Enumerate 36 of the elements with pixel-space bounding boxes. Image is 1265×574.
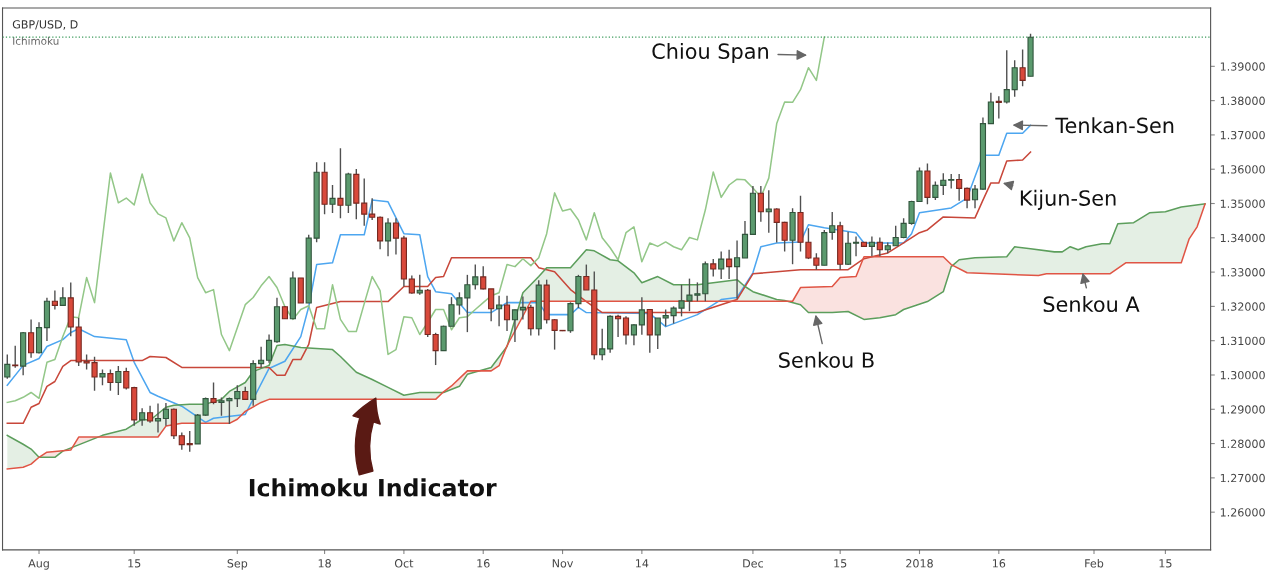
- annotation: Senkou B: [779, 351, 874, 368]
- y-tick-label: 1.35000: [1220, 199, 1265, 208]
- x-tick-label: Nov: [552, 559, 574, 568]
- y-tick-label: 1.31000: [1220, 336, 1265, 346]
- x-tick-label: 16: [992, 559, 1006, 568]
- x-tick-label: Oct: [394, 559, 414, 568]
- x-tick-label: 16: [477, 559, 490, 568]
- x-tick-label: 18: [318, 559, 331, 568]
- y-tick-label: 1.34000: [1220, 233, 1265, 243]
- y-tick-label: 1.26000: [1220, 508, 1265, 517]
- y-tick-label: 1.38000: [1220, 96, 1265, 106]
- y-tick-label: 1.37000: [1220, 130, 1265, 140]
- y-tick-label: 1.32000: [1220, 302, 1265, 311]
- annotation: Senkou A: [1043, 295, 1140, 313]
- x-tick-label: 15: [1159, 559, 1172, 568]
- y-tick-label: 1.30000: [1220, 370, 1265, 380]
- y-tick-label: 1.29000: [1220, 405, 1265, 414]
- x-tick-label: 15: [128, 559, 141, 568]
- y-tick-label: 1.28000: [1220, 439, 1265, 448]
- x-tick-label: 14: [636, 559, 649, 568]
- x-tick-label: 15: [834, 559, 847, 568]
- x-tick-label: Feb: [1085, 558, 1104, 568]
- y-tick-label: 1.33000: [1220, 268, 1265, 277]
- x-tick-label: Aug: [28, 559, 49, 570]
- y-tick-label: 1.39000: [1220, 62, 1265, 71]
- x-tick-label: Dec: [743, 559, 763, 568]
- y-tick-label: 1.36000: [1220, 165, 1265, 174]
- annotation: Tenkan-Sen: [1055, 117, 1174, 134]
- y-tick-label: 1.27000: [1220, 473, 1265, 483]
- text: Ichimoku: [13, 36, 59, 45]
- x-tick-label: 2018: [906, 559, 933, 568]
- x-tick-label: Sep: [227, 559, 248, 570]
- text: GBP/USD, D: [12, 20, 78, 30]
- annotation: Kijun-Sen: [1020, 189, 1116, 210]
- annotation: Chiou Span: [652, 42, 768, 64]
- annotation: Ichimoku Indicator: [249, 478, 497, 497]
